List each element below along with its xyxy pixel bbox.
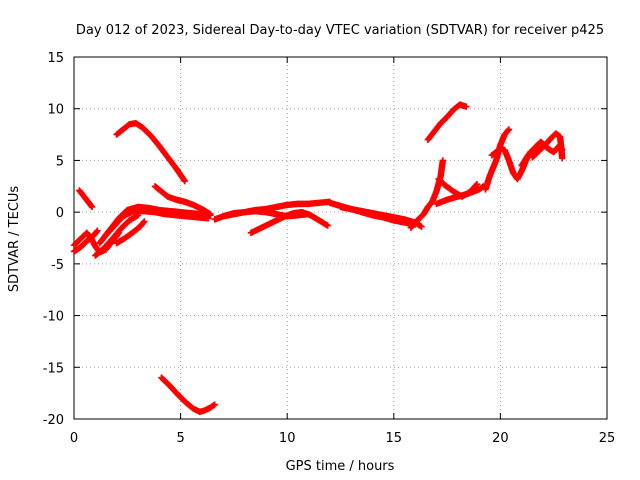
y-tick-label: 0: [56, 206, 64, 221]
data-point: [211, 401, 218, 408]
data-point: [559, 155, 566, 162]
data-point: [181, 177, 189, 185]
series-arc-17: [424, 101, 470, 143]
x-tick-label: 15: [386, 431, 403, 446]
series-arc-4: [92, 212, 142, 259]
data-point-fill: [93, 228, 100, 235]
chart-title: Day 012 of 2023, Sidereal Day-to-day VTE…: [76, 23, 604, 38]
data-point: [473, 181, 481, 188]
data-point-fill: [504, 127, 512, 134]
axis-ticks: 0 5 10 15 20 25 -20 -15 -10 -5 0 5 10 15: [43, 51, 616, 446]
y-tick-label: 10: [47, 103, 64, 118]
series-arc-23: [529, 130, 566, 162]
series-arc-7: [113, 218, 148, 247]
data-point: [463, 103, 470, 110]
data-point-fill: [140, 219, 147, 226]
x-tick-label: 10: [279, 431, 296, 446]
series-arc-10: [158, 374, 218, 415]
series-arc-2: [70, 227, 101, 255]
series-arc-6: [102, 207, 212, 239]
data-point: [205, 215, 212, 222]
y-tick-label: -5: [51, 258, 64, 273]
data-point: [141, 218, 148, 225]
x-tick-label: 25: [599, 431, 616, 446]
series-arc-3: [76, 187, 96, 211]
data-point: [439, 157, 447, 164]
grid-lines: [74, 57, 607, 419]
data-point: [88, 203, 96, 211]
y-tick-label: 15: [47, 51, 64, 66]
y-tick-label: -20: [43, 413, 64, 428]
series-arc-15: [337, 203, 425, 230]
data-point: [207, 211, 214, 218]
plot-frame: [73, 56, 608, 420]
data-points: [70, 101, 566, 415]
data-point: [418, 223, 425, 230]
x-tick-label: 20: [492, 431, 509, 446]
series-arc-8: [113, 119, 189, 185]
series-arc-9: [151, 183, 214, 218]
series-arc-16: [407, 157, 447, 231]
data-point: [505, 126, 513, 133]
x-axis-label: GPS time / hours: [286, 459, 395, 474]
y-axis-label: SDTVAR / TECUs: [7, 186, 22, 293]
x-tick-label: 0: [70, 431, 78, 446]
y-tick-label: -15: [43, 361, 64, 376]
data-point: [94, 227, 101, 234]
x-tick-label: 5: [176, 431, 184, 446]
series-arc-19: [435, 175, 481, 200]
series-arc-13: [247, 208, 331, 237]
y-tick-label: 5: [56, 154, 64, 169]
data-point: [324, 222, 331, 229]
y-tick-label: -10: [43, 310, 64, 325]
